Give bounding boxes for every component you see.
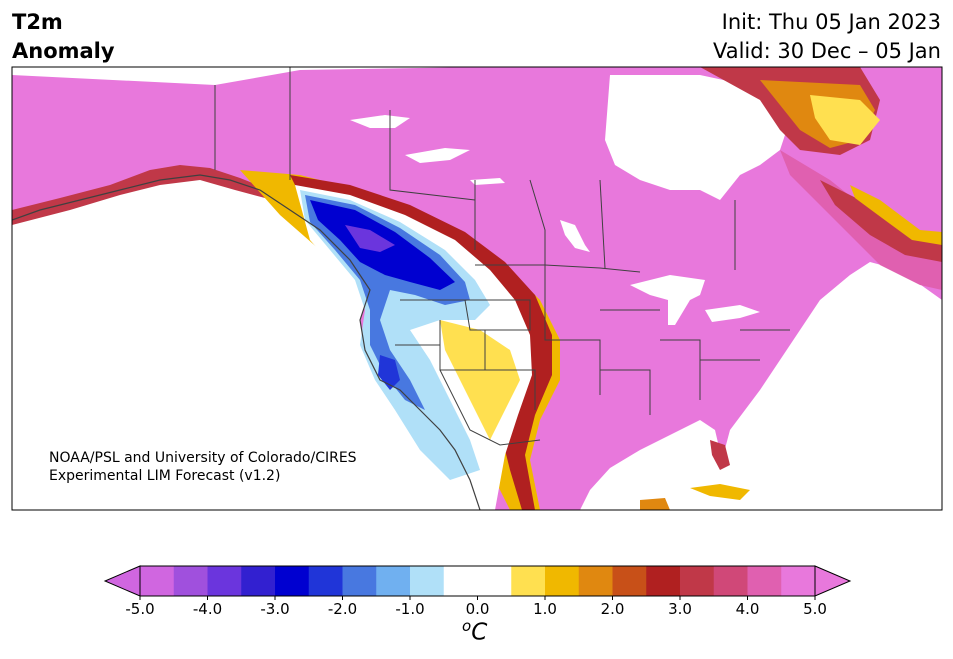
hudson-bay [605, 75, 790, 200]
init-date: Init: Thu 05 Jan 2023 [721, 10, 941, 34]
colorbar-segment [545, 566, 580, 596]
unit-superscript: o [462, 617, 472, 635]
colorbar-tick-label: 1.0 [533, 600, 557, 618]
credit-text: NOAA/PSL and University of Colorado/CIRE… [49, 449, 357, 485]
valid-range: Valid: 30 Dec – 05 Jan [712, 39, 941, 63]
colorbar-segment [612, 566, 647, 596]
colorbar-tick-label: 0.0 [466, 600, 490, 618]
caribbean-island [640, 498, 670, 510]
colorbar-segment [410, 566, 445, 596]
colorbar-segment [646, 566, 681, 596]
cold-anomaly-core [345, 225, 395, 252]
colorbar-unit: oC [462, 617, 488, 646]
colorbar-tick-label: 5.0 [803, 600, 827, 618]
map-title: T2m Anomaly [12, 8, 115, 66]
colorbar-extend-low [103, 565, 141, 597]
credit-line-2: Experimental LIM Forecast (v1.2) [49, 468, 281, 484]
lake-winnipeg [560, 220, 590, 252]
cuba-island [690, 484, 750, 500]
political-borders [214, 67, 790, 446]
colorbar-segment [511, 566, 546, 596]
labrador-red-band [820, 180, 942, 262]
colorbar-tick-label: -4.0 [193, 600, 222, 618]
colorbar-tick-label: 4.0 [736, 600, 760, 618]
colorbar-segment [781, 566, 816, 596]
lake-erie-ontario [705, 305, 760, 322]
colorbar-segment [207, 566, 242, 596]
variable-label: T2m [12, 10, 63, 34]
colorbar-segment [275, 566, 310, 596]
baffin-yellow-patch [810, 95, 880, 145]
alaska-coast-band [12, 165, 270, 225]
credit-line-1: NOAA/PSL and University of Colorado/CIRE… [49, 450, 357, 466]
colorbar-tick-label: -3.0 [260, 600, 289, 618]
map-frame [11, 66, 943, 511]
great-slave-lake [405, 148, 470, 163]
colorbar-segment [376, 566, 411, 596]
colorbar-segment [578, 566, 613, 596]
colorbar-segment [713, 566, 748, 596]
colorbar-segment [680, 566, 715, 596]
forecast-dates: Init: Thu 05 Jan 2023 Valid: 30 Dec – 05… [713, 8, 941, 66]
colorbar-segment [747, 566, 782, 596]
rockies-red-band [290, 175, 552, 510]
cold-anomaly-medium [305, 195, 470, 410]
coastline-outline [12, 174, 481, 510]
colorbar-segment [308, 566, 343, 596]
colorbar-segment [443, 566, 478, 596]
lake-athabasca [470, 178, 505, 185]
labrador-yellow-band [850, 185, 942, 245]
colorbar-tick-label: -5.0 [125, 600, 154, 618]
rockies-yellow-inner [440, 320, 520, 440]
colorbar-segment [173, 566, 208, 596]
colorbar-segment [477, 566, 512, 596]
colorbar-segment [342, 566, 377, 596]
great-lakes [630, 275, 705, 325]
colorbar-tick-label: 2.0 [601, 600, 625, 618]
colorbar-tick-label: -1.0 [395, 600, 424, 618]
colorbar-extend-high [814, 565, 852, 597]
colorbar-tick-label: -2.0 [328, 600, 357, 618]
colorbar-segment [241, 566, 276, 596]
florida-warm-spot [710, 440, 730, 470]
great-bear-lake [350, 115, 410, 128]
anomaly-label: Anomaly [12, 39, 115, 63]
colorbar-tick-label: 3.0 [668, 600, 692, 618]
colorbar-segment [140, 566, 175, 596]
